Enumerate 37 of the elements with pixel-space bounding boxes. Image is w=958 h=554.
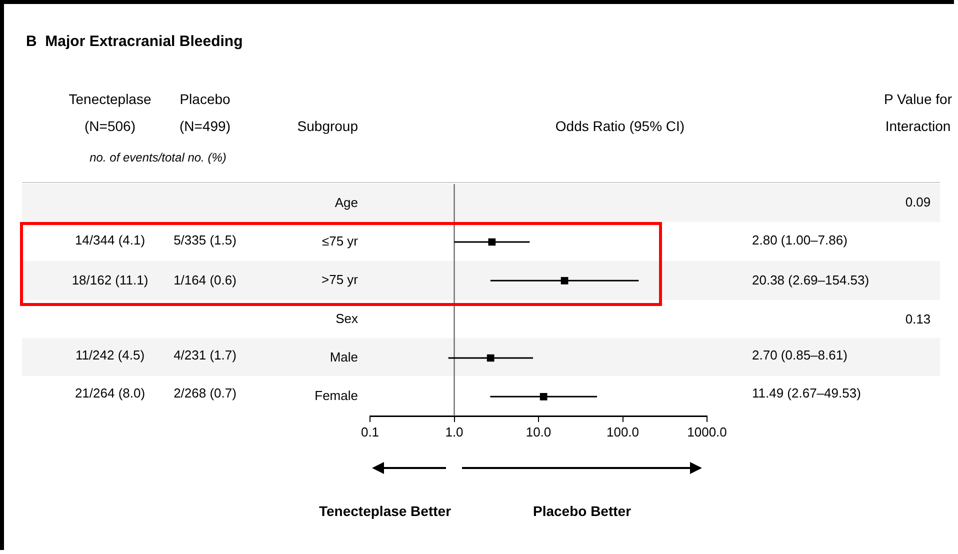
text: 14/344 (4.1) xyxy=(74,232,146,248)
x-tick-label: 1000.0 xyxy=(687,424,727,440)
text: 4/231 (1.7) xyxy=(174,348,236,363)
text: (N=499) xyxy=(180,118,230,134)
text: 20.38 (2.69–154.53) xyxy=(752,272,870,288)
text: 18/162 (11.1) xyxy=(72,272,148,288)
y-tick-label: >75 yr xyxy=(322,272,359,288)
x-tick-label: 1.0 xyxy=(445,424,464,440)
text: (N=506) xyxy=(84,118,136,134)
text: Tenecteplase xyxy=(68,90,152,107)
x-axis-title: Odds Ratio (95% CI) xyxy=(555,118,685,134)
x-tick-label: 0.1 xyxy=(360,424,380,440)
y-tick-label: Age xyxy=(334,194,358,210)
text: B Major Extracranial Bleeding xyxy=(26,33,243,50)
text: P Value for xyxy=(884,90,952,107)
x-tick-label: 100.0 xyxy=(606,424,640,440)
y-tick-label: ≤75 yr xyxy=(322,234,359,249)
text: Placebo xyxy=(180,90,231,107)
text: Subgroup xyxy=(297,118,358,134)
text: 2.70 (0.85–8.61) xyxy=(752,348,848,363)
text: 2/268 (0.7) xyxy=(174,386,236,401)
text: 1/164 (0.6) xyxy=(174,272,236,288)
text: no. of events/total no. (%) xyxy=(90,150,226,164)
text: Tenecteplase Better xyxy=(318,502,452,519)
text: Placebo Better xyxy=(532,502,632,519)
text: 2.80 (1.00–7.86) xyxy=(752,232,848,248)
x-tick-label: 10.0 xyxy=(526,424,552,440)
y-tick-label: Sex xyxy=(336,310,358,326)
text: Interaction xyxy=(885,118,951,134)
y-tick-label: Female xyxy=(314,388,358,404)
text: 0.09 xyxy=(905,194,931,210)
text: 21/264 (8.0) xyxy=(74,386,146,401)
text: 0.13 xyxy=(905,312,931,327)
text: 5/335 (1.5) xyxy=(174,232,236,248)
y-tick-label: Male xyxy=(330,350,358,365)
text: 11.49 (2.67–49.53) xyxy=(752,386,861,401)
text: 11/242 (4.5) xyxy=(75,348,145,363)
